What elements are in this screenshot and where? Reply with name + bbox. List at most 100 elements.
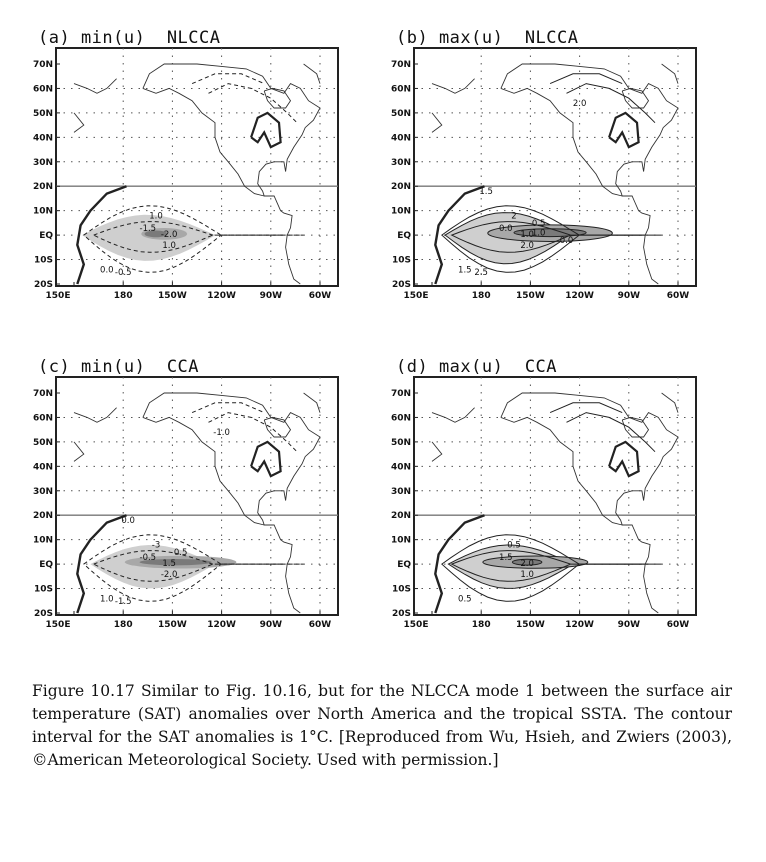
- shade-region: [82, 214, 296, 261]
- lat-tick-label: 70N: [33, 60, 53, 70]
- lat-tick-label: 10S: [392, 585, 411, 595]
- contour-line: [450, 550, 642, 582]
- map-figure: 20.01.02.01.5 2.52.01.50.51.00.070N60N50N…: [391, 47, 697, 301]
- lat-tick-label: 10S: [34, 585, 53, 595]
- contour-line: [440, 205, 662, 273]
- lat-tick-label: 20S: [392, 609, 411, 619]
- coastline: [500, 416, 623, 526]
- lat-tick-label: 60N: [391, 413, 411, 423]
- contour-label: 1.5: [458, 265, 472, 275]
- lat-tick-label: 40N: [391, 462, 411, 472]
- contour-label: 0.0: [499, 224, 513, 234]
- lat-tick-label: 40N: [391, 133, 411, 143]
- map-figure: 1.0-1.5-2.01.00.0 -0.570N60N50N40N30N20N1…: [33, 47, 339, 301]
- contour-label: 0.0: [100, 265, 114, 275]
- coastline: [500, 87, 623, 197]
- panel-title: (b) max(u) NLCCA: [396, 28, 579, 48]
- lat-tick-label: 50N: [391, 438, 411, 448]
- contour-label: -0.5: [140, 553, 157, 563]
- lat-tick-label: 10S: [34, 256, 53, 266]
- contour-label: 1.0: [520, 230, 534, 240]
- sat-contour: [566, 83, 656, 124]
- coastline: [431, 407, 475, 423]
- contour-label: 1.5: [162, 559, 176, 569]
- lat-tick-label: 10N: [33, 536, 53, 546]
- lon-tick-label: 90W: [260, 291, 283, 301]
- contour-label: -3: [152, 541, 160, 551]
- lat-tick-label: 70N: [391, 389, 411, 399]
- sat-contour: [208, 412, 298, 453]
- lat-tick-label: 10N: [33, 207, 53, 217]
- lat-tick-label: 50N: [33, 109, 53, 119]
- lon-tick-label: 180: [472, 291, 491, 301]
- lon-tick-label: 90W: [618, 620, 641, 630]
- lon-tick-label: 120W: [207, 620, 236, 630]
- zero-contour: [434, 185, 485, 285]
- shade-region: [144, 230, 168, 238]
- map-frame: [413, 47, 697, 287]
- map-frame: [413, 376, 697, 616]
- coastline: [431, 78, 475, 94]
- lon-tick-label: 150W: [516, 620, 545, 630]
- panel-title: (c) min(u) CCA: [38, 357, 200, 377]
- sat-contour: [191, 402, 265, 414]
- lat-tick-label: 20S: [34, 280, 53, 290]
- map-figure: 0.5 1.5 2.01.0 0.5 70N 60N 50N 40N 30N 20N 10N EQ 10…: [391, 376, 697, 630]
- lat-tick-label: 60N: [33, 84, 53, 94]
- lat-tick-label: 20N: [33, 511, 53, 521]
- lat-tick-label: 20N: [391, 511, 411, 521]
- figure-caption: Figure 10.17 Similar to Fig. 10.16, but …: [32, 680, 732, 772]
- lat-tick-label: 10N: [391, 207, 411, 217]
- sat-contour: [608, 111, 640, 149]
- contour-label: -2.0: [161, 570, 178, 580]
- lat-tick-label: 50N: [33, 438, 53, 448]
- contour-label: 2.5: [474, 268, 488, 278]
- lat-tick-label: 20N: [391, 182, 411, 192]
- coastline: [73, 78, 117, 94]
- sat-contour: [208, 83, 298, 124]
- contour-label: 1.0: [520, 570, 534, 580]
- sat-contour: [250, 440, 282, 478]
- lat-tick-label: 30N: [391, 487, 411, 497]
- contour-line: [450, 221, 642, 253]
- caption-text: Figure 10.17 Similar to Fig. 10.16, but …: [32, 682, 732, 769]
- lat-tick-label: 20N: [33, 182, 53, 192]
- coastline: [73, 407, 117, 423]
- lon-tick-label: 60W: [309, 620, 332, 630]
- lat-tick-label: EQ: [397, 231, 411, 241]
- lat-tick-label: 40N: [33, 462, 53, 472]
- lon-tick-label: 150W: [158, 291, 187, 301]
- contour-label: 1.5: [499, 553, 513, 563]
- contour-label: 2: [511, 212, 516, 222]
- lon-tick-label: 180: [114, 620, 133, 630]
- coastline: [431, 441, 443, 462]
- coastline: [500, 392, 679, 614]
- contour-label: 0.5: [174, 548, 188, 558]
- lat-tick-label: 20S: [34, 609, 53, 619]
- contour-line: [82, 534, 304, 602]
- coastline: [263, 87, 292, 109]
- lat-tick-label: EQ: [397, 560, 411, 570]
- contour-label: -0.5: [115, 268, 132, 278]
- panel-a: (a) min(u) NLCCA 1.0 -1.5 -2.0 1.0 0.0 -0.5 70…: [24, 28, 354, 328]
- lat-tick-label: 40N: [33, 133, 53, 143]
- sat-contour: [566, 412, 656, 453]
- coastline: [431, 112, 443, 133]
- contour-label: 2.0: [520, 241, 534, 251]
- coastline: [73, 112, 85, 133]
- contour-line: [92, 221, 284, 253]
- contour-label: 1.0: [162, 241, 176, 251]
- lon-tick-label: 150W: [158, 620, 187, 630]
- sat-contour: [549, 73, 623, 85]
- shade-region: [511, 558, 543, 566]
- coastline: [142, 416, 265, 526]
- contour-label: 0.0: [560, 236, 574, 246]
- coastline: [661, 392, 679, 413]
- coastline: [73, 441, 85, 462]
- coastline: [263, 416, 292, 438]
- map-frame: [55, 47, 339, 287]
- lat-tick-label: EQ: [39, 560, 53, 570]
- coastline: [500, 63, 679, 285]
- lat-tick-label: 10N: [391, 536, 411, 546]
- lon-tick-label: 120W: [207, 291, 236, 301]
